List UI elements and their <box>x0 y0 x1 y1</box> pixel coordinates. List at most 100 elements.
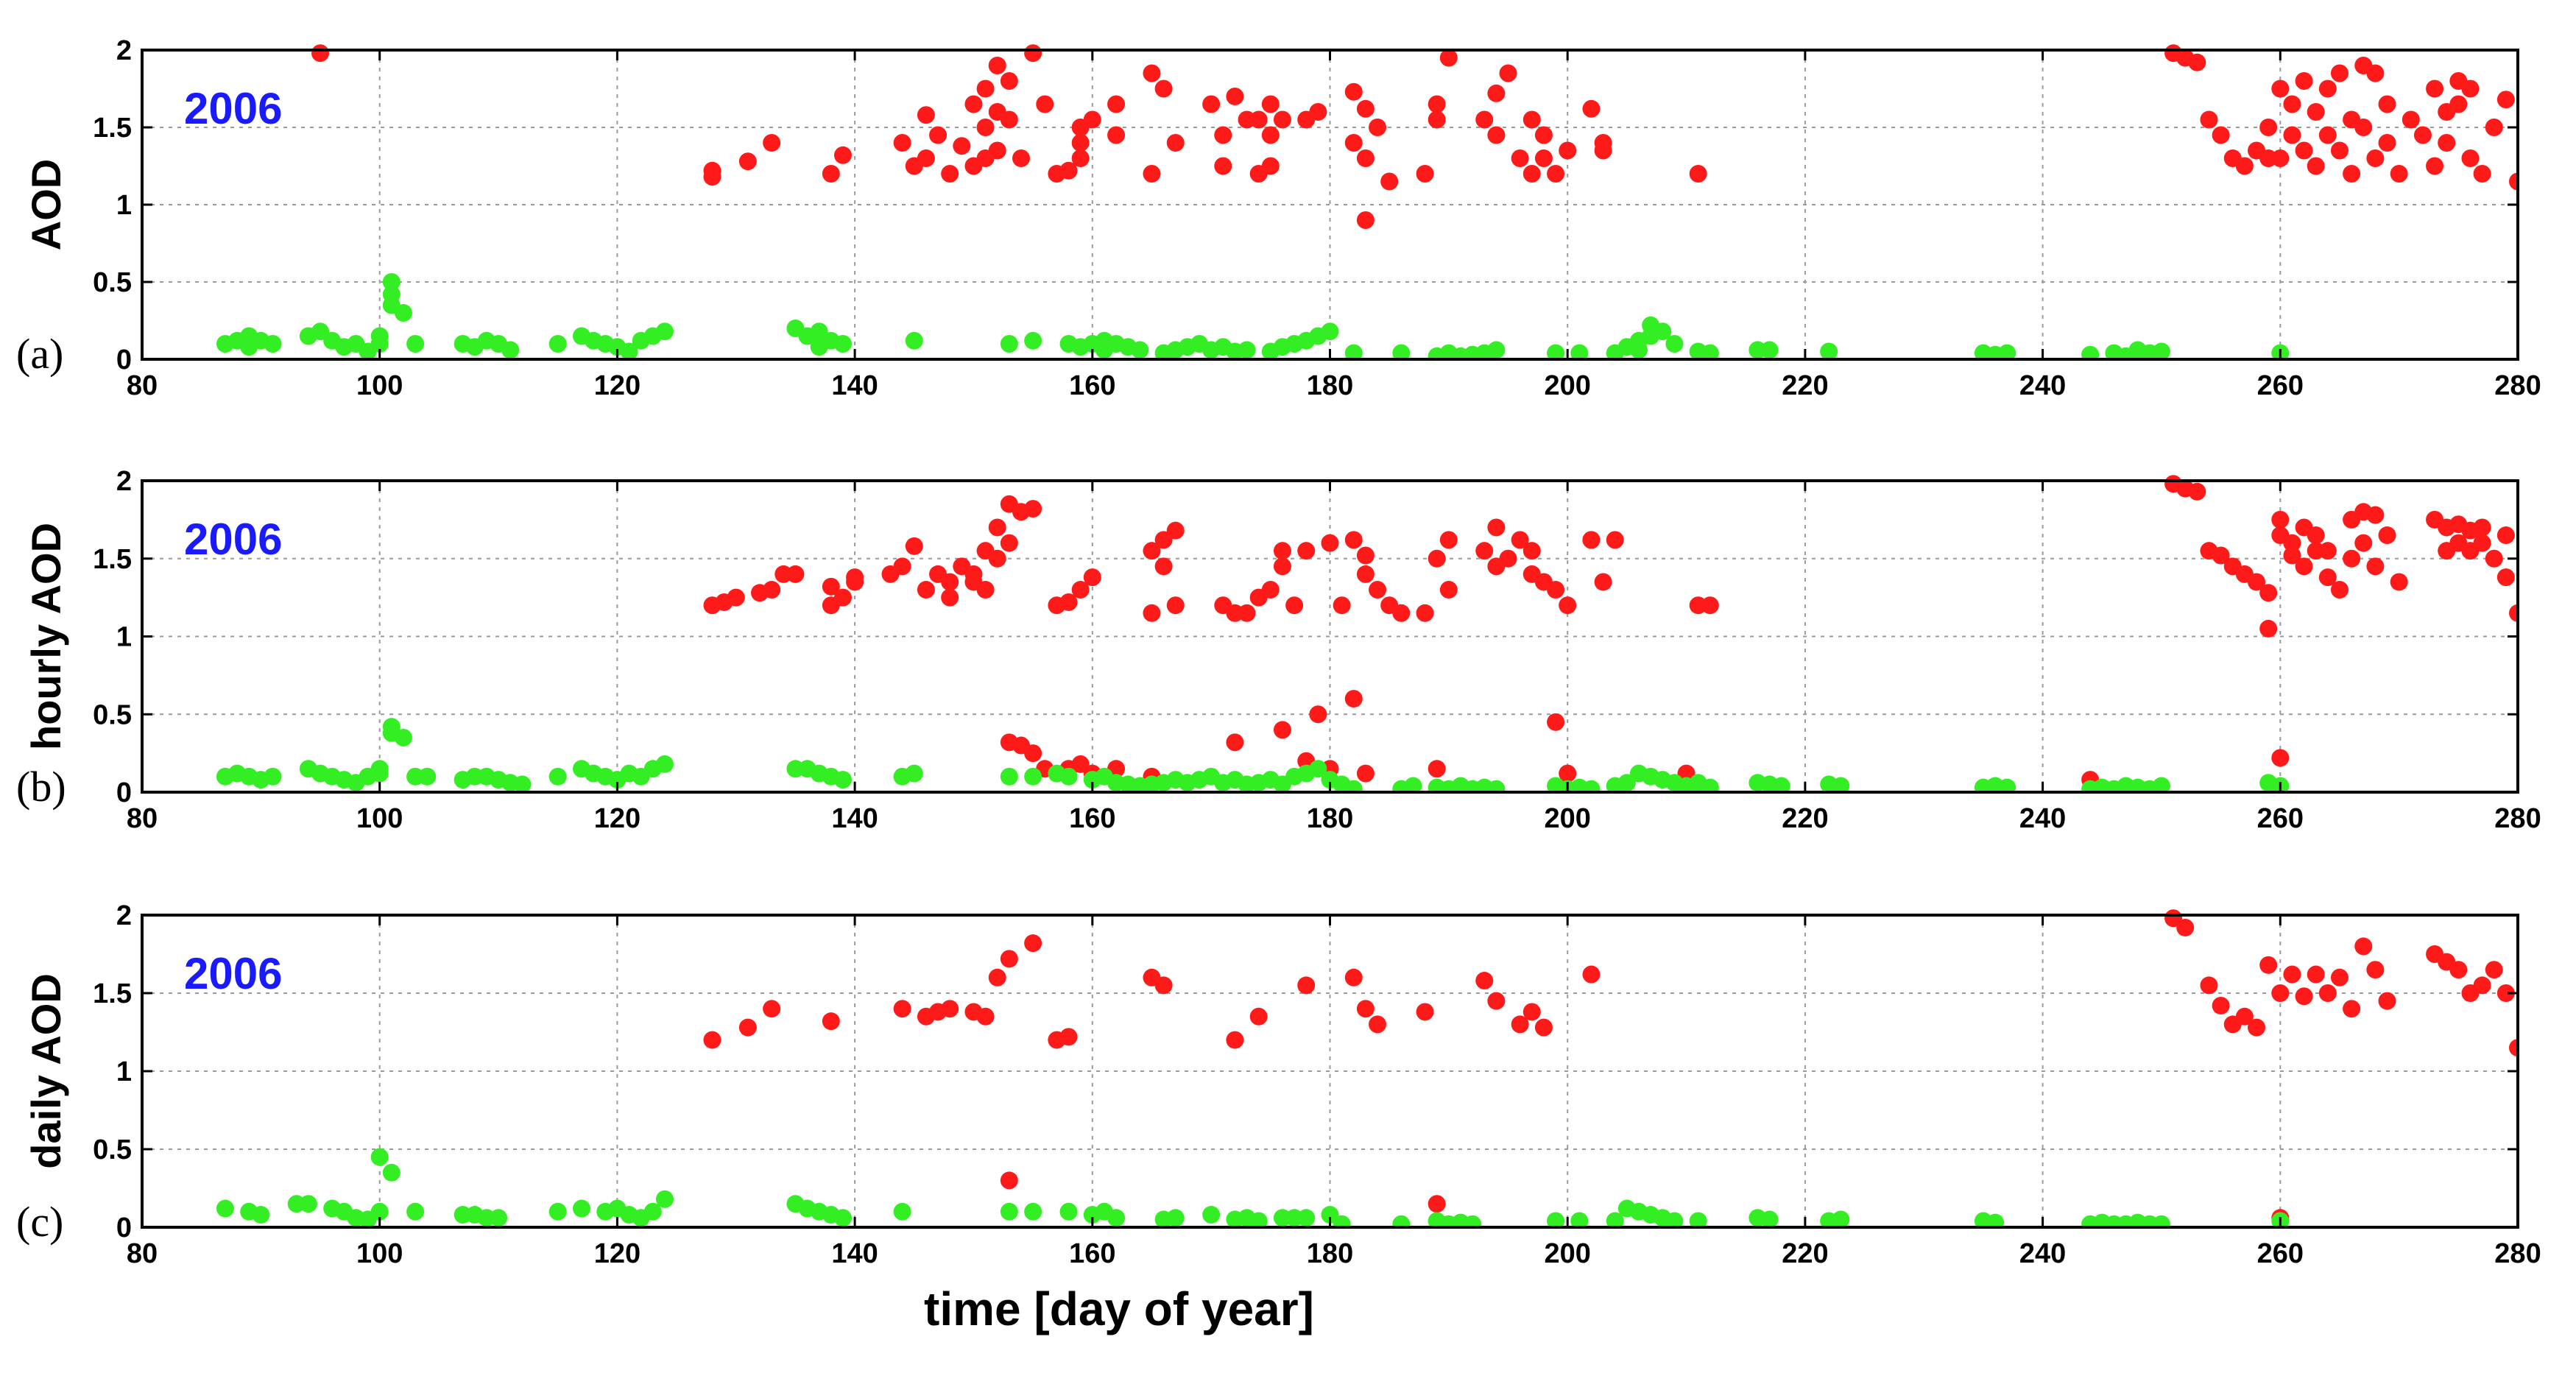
x-tick-label: 80 <box>127 1238 158 1269</box>
data-point <box>2152 777 2170 792</box>
data-point <box>394 304 412 322</box>
data-point <box>1297 1209 1316 1227</box>
data-point <box>1214 157 1232 175</box>
data-point <box>1071 134 1090 152</box>
data-point <box>1369 1015 1387 1034</box>
data-point <box>2212 996 2230 1014</box>
data-point <box>655 755 674 773</box>
data-point <box>1154 976 1173 995</box>
data-point <box>311 322 330 341</box>
data-point <box>2473 976 2491 995</box>
data-point <box>1356 764 1375 783</box>
x-tick-label: 200 <box>1544 370 1590 401</box>
x-tick-label: 180 <box>1307 1238 1353 1269</box>
data-point <box>1131 341 1149 359</box>
data-point <box>2330 968 2349 987</box>
data-point <box>917 581 935 599</box>
data-point <box>548 1202 567 1221</box>
data-point <box>2295 72 2313 90</box>
x-tick-label: 240 <box>2019 1238 2066 1269</box>
data-point <box>941 573 959 591</box>
data-point <box>1273 110 1291 129</box>
data-point <box>2152 342 2170 359</box>
data-point <box>2235 157 2254 175</box>
data-point <box>1547 1212 1565 1227</box>
data-point <box>572 1199 590 1218</box>
y-tick-label: 1 <box>116 190 132 221</box>
panel-b: 80 100 120 140 160 180 200 220 240 260 280 0 0.5 1 1.5… <box>16 466 2541 834</box>
data-point <box>763 1000 781 1018</box>
data-point <box>1617 774 1636 792</box>
data-point <box>1760 341 1779 359</box>
data-point <box>1143 542 1161 560</box>
y-tick-label: 2 <box>116 466 132 497</box>
data-point <box>2259 619 2278 638</box>
data-point <box>1547 165 1565 183</box>
data-point <box>1475 542 1494 560</box>
data-point <box>2485 119 2503 136</box>
data-point <box>1309 705 1327 724</box>
x-tick-label: 120 <box>594 370 641 401</box>
data-point <box>216 1199 234 1218</box>
data-point <box>2307 526 2325 545</box>
data-point <box>370 327 389 345</box>
data-point <box>2496 91 2515 109</box>
data-point <box>1559 141 1577 160</box>
data-point <box>810 322 828 341</box>
data-point <box>1321 1206 1339 1224</box>
data-point <box>738 152 757 171</box>
panel-letter: (c) <box>16 1198 63 1246</box>
y-tick-label: 1.5 <box>93 544 132 575</box>
y-tick-label: 1 <box>116 1056 132 1087</box>
data-point <box>1036 95 1054 113</box>
data-point <box>2496 568 2515 587</box>
data-point <box>2330 141 2349 160</box>
data-point <box>548 335 567 353</box>
data-point <box>1012 149 1030 167</box>
data-point <box>2426 157 2444 175</box>
data-point <box>976 1007 995 1026</box>
x-tick-label: 220 <box>1782 370 1828 401</box>
data-point <box>1214 126 1232 144</box>
data-point <box>2318 542 2337 560</box>
data-point <box>1285 596 1304 615</box>
data-point <box>1024 44 1042 63</box>
x-tick-label: 160 <box>1069 1238 1115 1269</box>
data-point <box>1428 95 1446 113</box>
data-point <box>1522 542 1541 560</box>
data-point <box>727 588 745 607</box>
data-point <box>264 335 282 353</box>
data-point <box>1439 531 1458 549</box>
series-high-aod <box>703 909 2518 1227</box>
data-point <box>976 119 995 136</box>
data-point <box>2152 1215 2170 1227</box>
data-point <box>1416 1003 1434 1021</box>
x-tick-label: 160 <box>1069 803 1115 834</box>
data-point <box>2509 1039 2518 1057</box>
data-point <box>1273 557 1291 576</box>
data-point <box>905 537 923 555</box>
data-point <box>2366 557 2385 576</box>
data-point <box>1701 596 1719 615</box>
grid-b <box>142 481 2518 792</box>
y-tick-label: 2 <box>116 900 132 931</box>
data-point <box>2378 95 2396 113</box>
data-point <box>976 80 995 98</box>
data-point <box>1356 546 1375 565</box>
data-point <box>953 137 971 155</box>
grid-a <box>142 50 2518 359</box>
data-point <box>643 1202 662 1221</box>
y-tick-label: 0.5 <box>93 1134 132 1165</box>
data-point <box>1522 165 1541 183</box>
data-point <box>2330 581 2349 599</box>
data-point <box>1570 1212 1589 1227</box>
data-point <box>2271 80 2290 98</box>
data-point <box>1428 1195 1446 1213</box>
data-point <box>1000 534 1018 552</box>
data-point <box>988 549 1006 568</box>
data-point <box>2176 918 2195 936</box>
data-point <box>1428 110 1446 129</box>
data-point <box>370 1202 389 1221</box>
data-point <box>1166 1209 1185 1227</box>
